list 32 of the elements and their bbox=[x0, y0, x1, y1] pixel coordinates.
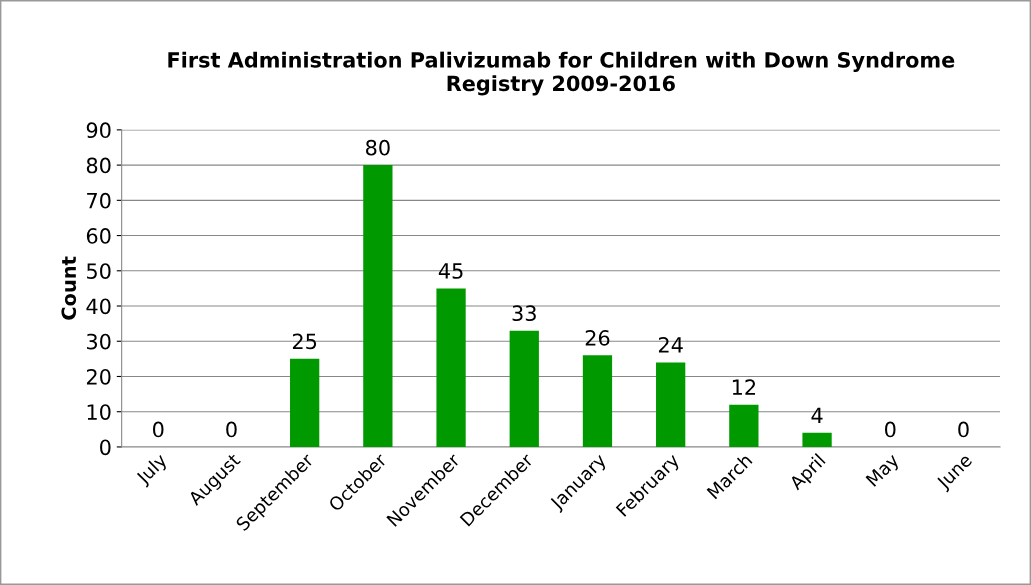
bar bbox=[656, 362, 686, 447]
data-label: 33 bbox=[512, 305, 536, 322]
bar bbox=[802, 432, 832, 447]
y-tick-label: 90 bbox=[86, 122, 111, 139]
y-tick-label: 10 bbox=[87, 404, 111, 420]
y-tick-label: 20 bbox=[86, 368, 111, 385]
y-tick-label: 60 bbox=[86, 228, 111, 244]
data-label: 0 bbox=[958, 421, 969, 438]
data-label: 26 bbox=[585, 329, 610, 346]
data-label: 45 bbox=[438, 263, 463, 279]
y-tick-label: 30 bbox=[87, 333, 111, 350]
data-label: 24 bbox=[658, 337, 683, 353]
data-label: 0 bbox=[153, 421, 164, 438]
bar bbox=[363, 165, 393, 447]
chart-title: First Administration Palivizumab for Children with Down Syndrome Registry 2009-2016 bbox=[168, 51, 955, 96]
y-tick-label: 40 bbox=[86, 298, 111, 315]
y-tick-label: 0 bbox=[100, 439, 111, 456]
bar bbox=[436, 288, 466, 447]
bar bbox=[582, 355, 613, 447]
y-tick-label: 80 bbox=[86, 157, 111, 174]
y-axis-title: Count bbox=[61, 256, 77, 320]
data-label: 4 bbox=[811, 407, 823, 423]
bar bbox=[729, 404, 759, 447]
data-label: 12 bbox=[732, 379, 756, 395]
data-label: 80 bbox=[366, 139, 390, 156]
data-label: 0 bbox=[226, 421, 237, 438]
bar bbox=[509, 330, 539, 447]
data-label: 0 bbox=[885, 421, 896, 438]
y-tick-label: 70 bbox=[87, 192, 111, 209]
y-tick-label: 50 bbox=[87, 263, 111, 279]
data-label: 25 bbox=[292, 333, 317, 350]
bar bbox=[290, 358, 320, 447]
